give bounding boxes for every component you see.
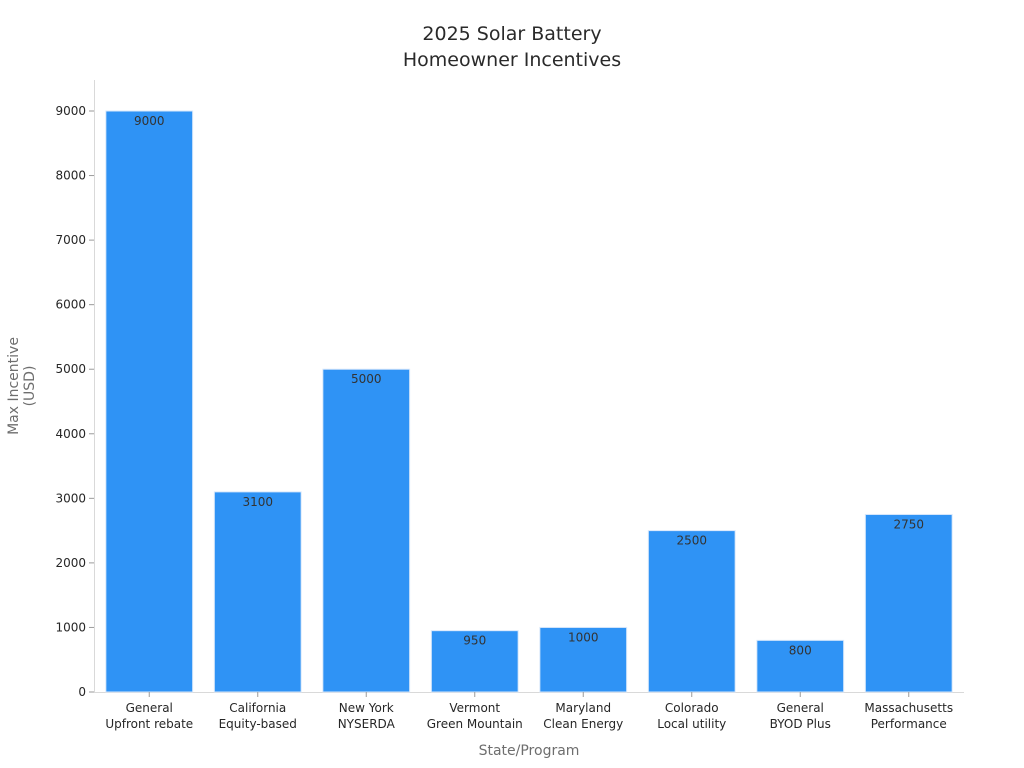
x-axis-title: State/Program xyxy=(479,743,580,759)
x-tick-label: General xyxy=(777,701,824,715)
x-tick-label: Green Mountain xyxy=(427,717,523,731)
x-tick-label: Upfront rebate xyxy=(105,717,193,731)
bars-group: 9000 3100 5000 950 1000 2500 800 2750 xyxy=(105,110,953,693)
x-tick-label: Local utility xyxy=(657,717,726,731)
bar xyxy=(322,368,411,693)
bar-value-label: 950 xyxy=(463,634,486,648)
y-tick-label: 1000 xyxy=(55,620,86,634)
x-tick-label: Colorado xyxy=(665,701,719,715)
bar xyxy=(864,513,953,693)
bar-value-label: 800 xyxy=(789,643,812,657)
x-tick-label: Massachusetts xyxy=(864,701,953,715)
y-tick-label: 7000 xyxy=(55,233,86,247)
y-tick-label: 8000 xyxy=(55,169,86,183)
bar-value-label: 3100 xyxy=(242,495,273,509)
y-tick-label: 0 xyxy=(78,685,86,699)
bar-value-label: 5000 xyxy=(351,372,382,386)
bar xyxy=(756,639,845,693)
x-tick-label: NYSERDA xyxy=(338,717,396,731)
y-axis-title: Max Incentive (USD) xyxy=(6,337,38,435)
bar-value-label: 2750 xyxy=(893,517,924,531)
y-tick-label: 3000 xyxy=(55,491,86,505)
x-tick-label: Maryland xyxy=(555,701,611,715)
x-tick-label: Clean Energy xyxy=(543,717,623,731)
y-tick-label: 9000 xyxy=(55,104,86,118)
y-axis-title-line-1: Max Incentive xyxy=(6,337,22,435)
x-tick-label: California xyxy=(229,701,286,715)
bar-value-label: 1000 xyxy=(568,630,599,644)
bar xyxy=(105,110,194,693)
y-tick-label: 2000 xyxy=(55,556,86,570)
bar xyxy=(539,626,628,693)
bar xyxy=(213,491,302,693)
y-tick-label: 6000 xyxy=(55,298,86,312)
bar-value-label: 9000 xyxy=(134,114,165,128)
bar xyxy=(430,630,519,693)
y-tick-label: 5000 xyxy=(55,362,86,376)
y-tick-label: 4000 xyxy=(55,427,86,441)
x-tick-label: Performance xyxy=(871,717,947,731)
x-axis-ticks: General Upfront rebate California Equity-ba… xyxy=(105,692,953,731)
chart-title-line-1: 2025 Solar Battery xyxy=(422,23,601,45)
bar-value-label: 2500 xyxy=(676,534,707,548)
x-tick-label: Equity-based xyxy=(219,717,297,731)
x-tick-label: General xyxy=(126,701,173,715)
x-tick-label: BYOD Plus xyxy=(770,717,831,731)
x-tick-label: Vermont xyxy=(449,701,500,715)
y-axis-ticks: 0 1000 2000 3000 4000 5000 6000 7000 8000 9000 xyxy=(55,104,94,699)
bar xyxy=(647,530,736,693)
chart-title-line-2: Homeowner Incentives xyxy=(403,49,621,71)
x-tick-label: New York xyxy=(339,701,394,715)
y-axis-title-line-2: (USD) xyxy=(22,366,38,407)
